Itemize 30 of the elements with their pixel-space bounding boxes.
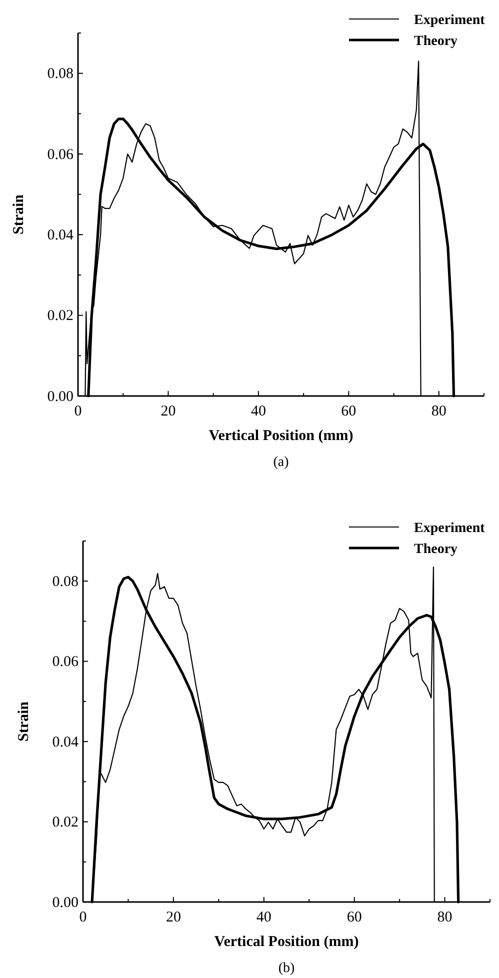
x-tick-label: 60 (341, 404, 356, 420)
y-tick-label: 0.04 (47, 227, 74, 244)
y-tick-label: 0.06 (47, 146, 74, 163)
y-tick-label: 0.02 (47, 308, 74, 324)
text: (a) (273, 455, 290, 470)
legend-label: Experiment (414, 521, 486, 536)
y-tick-label: 0.02 (52, 814, 78, 831)
x-tick-label: 0 (74, 404, 82, 420)
y-axis-title: Strain (16, 700, 32, 742)
y-axis-title: Strain (11, 194, 27, 235)
legend-label: Theory (414, 542, 458, 557)
x-axis-title: Vertical Position (mm) (208, 428, 354, 444)
x-tick-label: 0 (79, 910, 87, 926)
legend-label: Theory (414, 34, 458, 49)
y-tick-label: 0.00 (47, 388, 74, 405)
x-tick-label: 80 (437, 910, 452, 926)
y-tick-label: 0.00 (52, 894, 78, 911)
x-tick-label: 60 (346, 910, 362, 926)
y-tick-label: 0.04 (52, 734, 79, 750)
legend-label: Experiment (414, 13, 486, 28)
x-tick-label: 80 (431, 404, 446, 420)
x-tick-label: 40 (250, 404, 266, 420)
y-tick-label: 0.06 (52, 654, 79, 670)
x-axis-title: Vertical Position (mm) (214, 934, 359, 950)
y-tick-label: 0.08 (47, 66, 74, 82)
y-tick-label: 0.08 (52, 574, 78, 590)
text: (b) (278, 961, 295, 976)
x-tick-label: 20 (160, 404, 176, 420)
x-tick-label: 20 (166, 910, 181, 926)
x-tick-label: 40 (256, 910, 272, 926)
